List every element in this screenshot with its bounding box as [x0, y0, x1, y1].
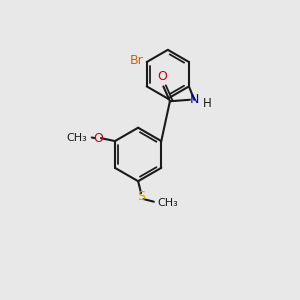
Text: O: O: [94, 132, 103, 145]
Text: CH₃: CH₃: [158, 198, 178, 208]
Text: O: O: [157, 70, 167, 83]
Text: Br: Br: [129, 54, 143, 67]
Text: H: H: [202, 97, 211, 110]
Text: N: N: [190, 93, 199, 106]
Text: S: S: [137, 190, 145, 203]
Text: CH₃: CH₃: [67, 133, 87, 142]
